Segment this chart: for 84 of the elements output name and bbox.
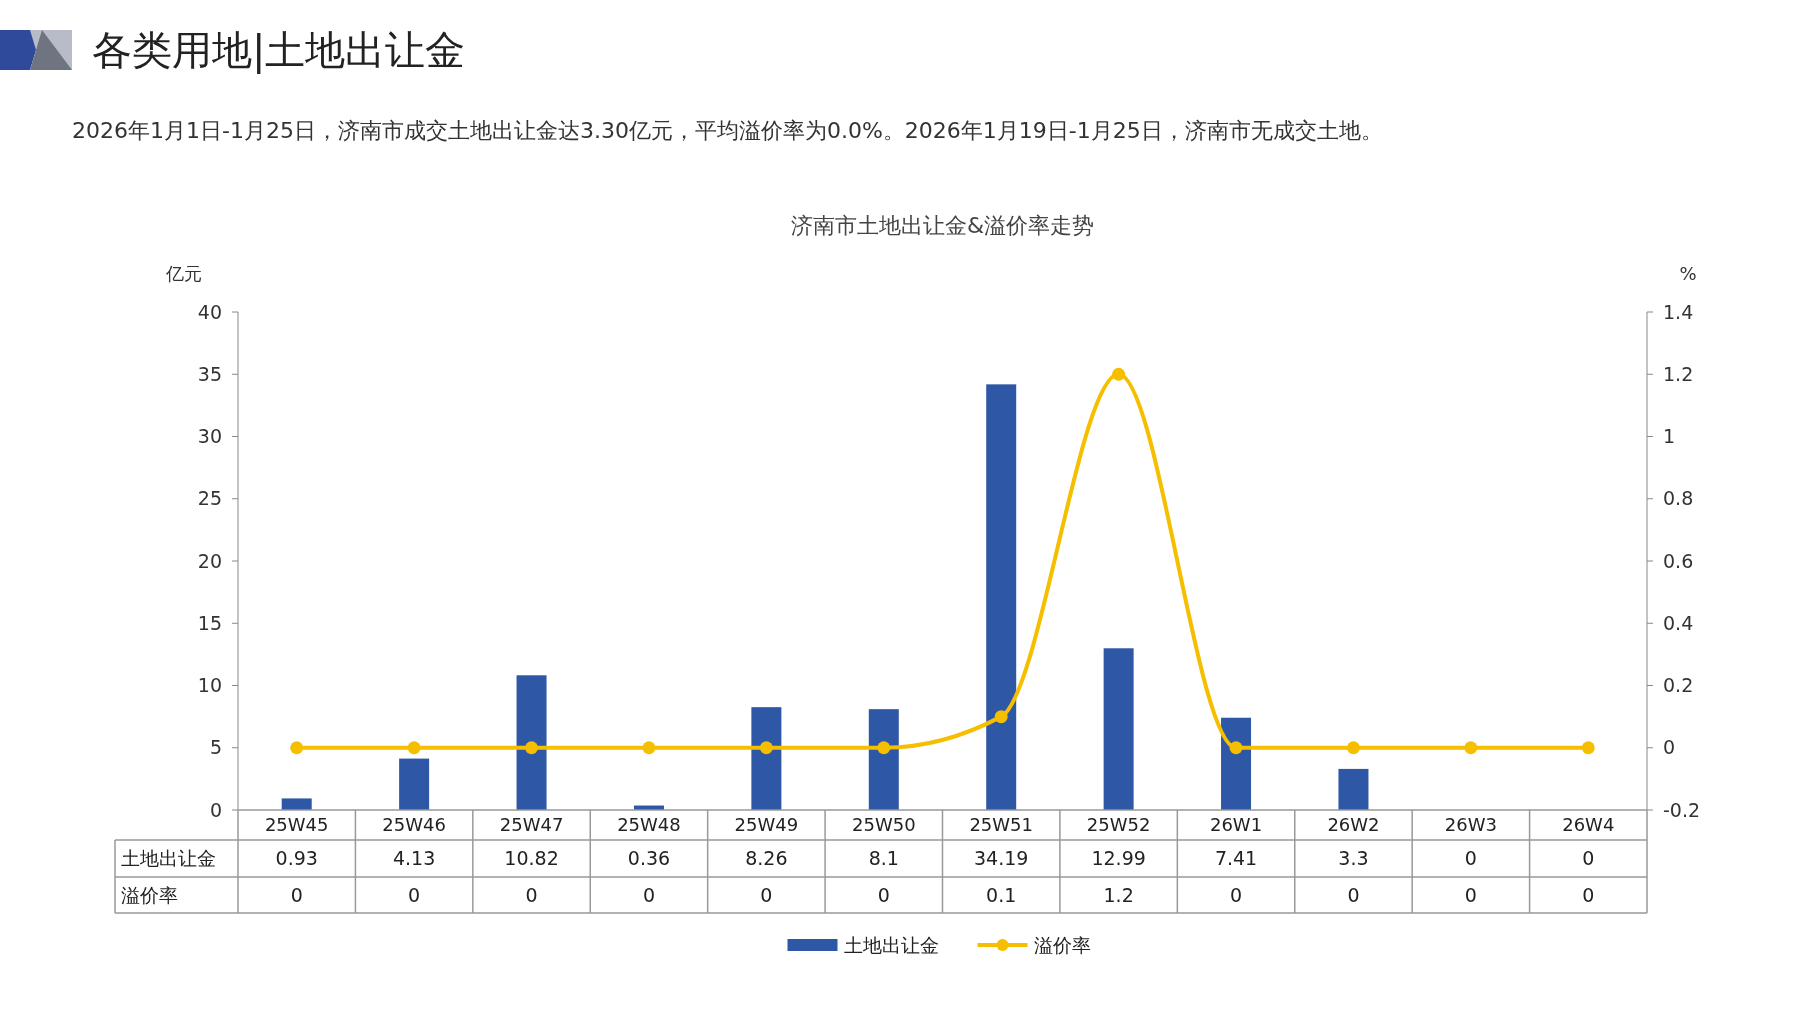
bar <box>1103 648 1134 810</box>
data-label: 3.3 <box>1338 847 1369 870</box>
point <box>877 741 891 755</box>
point <box>407 741 421 755</box>
y-tick-label: 35 <box>197 362 222 385</box>
data-label: 1.2 <box>1103 883 1134 906</box>
data-label: 10.82 <box>504 847 559 870</box>
point <box>290 741 304 755</box>
data-label: 4.13 <box>392 847 436 870</box>
point <box>1581 741 1595 755</box>
bar <box>1338 768 1369 810</box>
y-tick-label: 25 <box>197 487 222 510</box>
bar <box>1221 717 1252 810</box>
data-label: 0 <box>408 883 421 906</box>
y-axis-title: 亿元 <box>165 263 202 284</box>
y-tick-label: 30 <box>197 425 222 448</box>
point <box>525 741 539 755</box>
x-tick-label: 25W49 <box>734 814 799 836</box>
data-label: 0 <box>1582 847 1595 870</box>
data-label: 0.93 <box>275 847 318 870</box>
y2-axis-title: % <box>1679 263 1697 284</box>
bar <box>751 707 782 810</box>
data-label: 0 <box>1464 847 1477 870</box>
y2-tick-label: 1 <box>1663 425 1676 448</box>
y2-tick-label: 0.8 <box>1663 487 1694 510</box>
y2-tick-label: 0 <box>1663 736 1676 759</box>
point <box>642 741 656 755</box>
bar <box>399 758 430 810</box>
point <box>1112 367 1126 381</box>
y2-tick-label: 1.4 <box>1663 300 1694 323</box>
x-tick-label: 25W46 <box>382 814 446 836</box>
y-tick-label: 40 <box>197 300 222 323</box>
data-label: 0 <box>1229 883 1243 906</box>
y2-tick-label: -0.2 <box>1663 798 1701 821</box>
text: 溢价率 <box>121 883 178 906</box>
data-label: 0 <box>525 883 538 906</box>
data-label: 0 <box>1464 883 1477 906</box>
data-label: 8.1 <box>868 847 899 870</box>
y-tick-label: 0 <box>209 798 222 821</box>
x-tick-label: 26W3 <box>1444 814 1497 836</box>
point <box>759 741 773 755</box>
data-label: 0.1 <box>986 883 1017 906</box>
point <box>1346 741 1360 755</box>
legend-label: 溢价率 <box>1033 933 1091 956</box>
data-label: 0 <box>1582 883 1595 906</box>
x-tick-label: 26W2 <box>1327 814 1380 836</box>
data-label: 0 <box>642 883 656 906</box>
y2-tick-label: 0.4 <box>1663 611 1694 634</box>
y-tick-label: 5 <box>209 736 222 759</box>
text: 各类用地|土地出让金 <box>92 27 466 74</box>
text: 土地出让金 <box>121 847 216 870</box>
data-label: 0 <box>1347 883 1360 906</box>
y2-tick-label: 0.2 <box>1663 674 1694 697</box>
bar <box>868 709 899 810</box>
chart-subtitle: 2026年1月1日-1月25日，济南市成交土地出让金达3.30亿元，平均溢价率为0.0%。2026年1月19日-1月25日，济南市无成交土地。 <box>72 118 1383 143</box>
x-tick-label: 25W47 <box>499 814 564 836</box>
point <box>994 710 1008 724</box>
x-tick-label: 25W52 <box>1086 814 1151 836</box>
data-label: 0.36 <box>627 847 671 870</box>
x-tick-label: 25W45 <box>264 814 329 836</box>
bar <box>516 675 547 810</box>
x-tick-label: 26W4 <box>1562 814 1615 836</box>
y-tick-label: 15 <box>197 611 222 634</box>
data-label: 0 <box>290 883 303 906</box>
bar <box>281 798 312 810</box>
x-tick-label: 25W51 <box>969 814 1034 836</box>
data-label: 8.26 <box>745 847 788 870</box>
point <box>1229 741 1243 755</box>
data-label: 0 <box>877 883 890 906</box>
point <box>1464 741 1478 755</box>
y2-tick-label: 0.6 <box>1663 549 1694 572</box>
x-tick-label: 25W50 <box>851 814 916 836</box>
data-label: 34.19 <box>974 847 1029 870</box>
y-tick-label: 20 <box>197 549 222 572</box>
data-label: 7.41 <box>1214 847 1258 870</box>
bar <box>986 384 1017 810</box>
x-tick-label: 26W1 <box>1209 814 1263 836</box>
x-tick-label: 25W48 <box>617 814 681 836</box>
y-tick-label: 10 <box>197 674 222 697</box>
data-label: 0 <box>760 883 773 906</box>
legend-label: 土地出让金 <box>843 933 939 956</box>
data-label: 12.99 <box>1091 847 1146 870</box>
y2-tick-label: 1.2 <box>1663 362 1694 385</box>
chart-title: 济南市土地出让金&溢价率走势 <box>790 213 1095 238</box>
